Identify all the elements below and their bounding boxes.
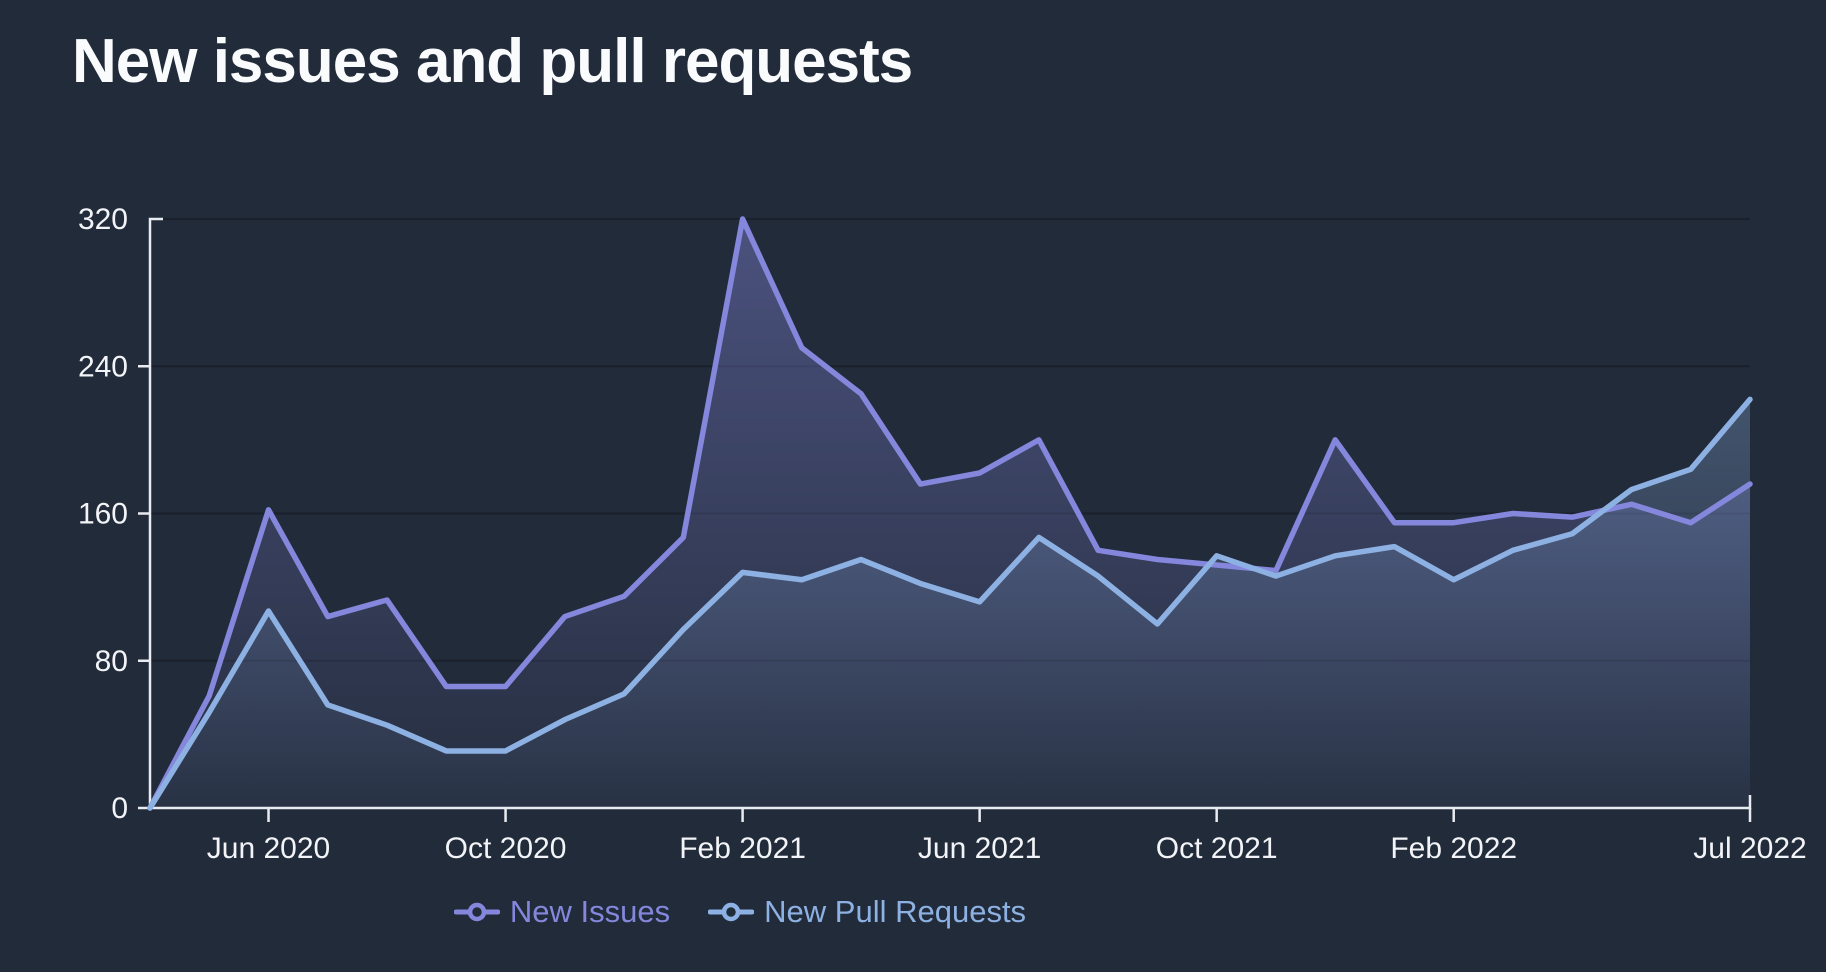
chart-legend: New Issues New Pull Requests [0, 894, 1480, 930]
series-line-0 [147, 216, 1753, 811]
x-tick-label: Jun 2020 [207, 832, 330, 865]
y-tick-label: 320 [78, 203, 128, 236]
legend-label-new-pull-requests: New Pull Requests [764, 894, 1027, 929]
series-areas [150, 219, 1750, 808]
chart-title: New issues and pull requests [72, 27, 913, 96]
y-tick-label: 160 [78, 498, 128, 531]
x-tick-label: Jun 2021 [918, 832, 1041, 865]
y-tick-label: 80 [95, 645, 128, 678]
series-line-1 [147, 396, 1753, 811]
tick-labels: 0 80 160 240 320 Jun 2020 Oct 2020 Feb 2021 Jun … [78, 203, 1807, 865]
x-tick-label: Jul 2022 [1693, 832, 1806, 865]
x-tick-label: Oct 2021 [1156, 832, 1278, 865]
x-tick-label: Feb 2022 [1390, 832, 1517, 865]
legend-item-new-issues[interactable]: New Issues [453, 894, 671, 930]
area-1 [150, 399, 1750, 808]
series-lines [147, 216, 1753, 811]
y-tick-label: 0 [111, 792, 128, 825]
y-tick-label: 240 [78, 350, 128, 383]
legend-item-new-pull-requests[interactable]: New Pull Requests [708, 894, 1026, 930]
legend-label-new-issues: New Issues [509, 894, 671, 929]
x-tick-label: Oct 2020 [445, 832, 567, 865]
line-circle-icon [453, 902, 500, 922]
line-circle-icon [708, 902, 755, 922]
x-tick-label: Feb 2021 [679, 832, 806, 865]
